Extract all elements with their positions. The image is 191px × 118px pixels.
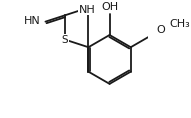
Text: S: S [62,35,69,45]
Text: O: O [157,25,165,35]
Text: CH₃: CH₃ [170,19,190,29]
Text: NH: NH [79,5,96,15]
Text: OH: OH [102,2,119,12]
Text: HN: HN [23,16,40,26]
